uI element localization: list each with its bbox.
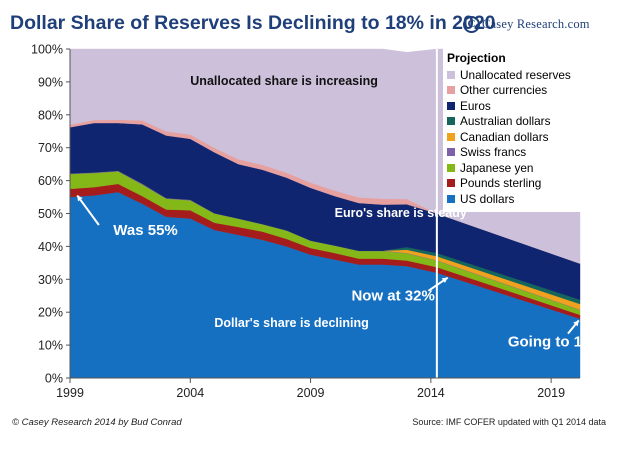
y-tick-label: 80% [38, 108, 63, 122]
legend-item: Unallocated reserves [447, 67, 585, 83]
legend-item: Pounds sterling [447, 176, 585, 192]
annotation-dollar: Dollar's share is declining [214, 316, 368, 330]
legend-swatch [447, 194, 455, 203]
arrow-now32 [427, 276, 449, 292]
legend-item: Japanese yen [447, 160, 585, 176]
legend-item: Canadian dollars [447, 129, 585, 145]
legend-swatch [447, 132, 455, 141]
y-tick-label: 100% [31, 43, 63, 57]
legend-swatch [447, 179, 455, 188]
legend-label: Other currencies [460, 83, 548, 98]
brand-logo: C Casey Research.com [463, 14, 590, 34]
x-tick-label: 2004 [176, 386, 204, 400]
brand-text: Casey Research.com [482, 16, 590, 31]
legend-label: Japanese yen [460, 160, 534, 175]
legend-title: Projection [447, 51, 506, 65]
y-tick-label: 20% [38, 306, 63, 320]
legend-swatch [447, 117, 455, 126]
legend-swatch [447, 163, 455, 172]
axes-layer: 0% 10% 20% 30% 40% 50% 60% 70% 80% 90% 100% 1999 200… [31, 43, 580, 400]
legend-item: Other currencies [447, 83, 585, 99]
legend-swatch [447, 148, 455, 157]
y-tick-label: 90% [38, 75, 63, 89]
y-tick-label: 30% [38, 273, 63, 287]
x-tick-label: 2019 [537, 386, 565, 400]
y-tick-label: 70% [38, 141, 63, 155]
legend-item: US dollars [447, 191, 585, 207]
legend-label: Australian dollars [460, 114, 551, 129]
brand-circle-icon: C [463, 15, 480, 33]
annotation-unallocated: Unallocated share is increasing [190, 74, 378, 88]
source-text: Source: IMF COFER updated with Q1 2014 d… [412, 417, 606, 427]
annotation-now32: Now at 32% [351, 288, 434, 305]
legend-swatch [447, 70, 455, 79]
legend: Projection Unallocated reserves Other cur… [443, 48, 585, 212]
legend-label: Euros [460, 98, 491, 113]
annotation-euro: Euro's share is steady [335, 206, 467, 220]
legend-item: Euros [447, 98, 585, 114]
arrow-was55 [76, 194, 100, 226]
chart-title: Dollar Share of Reserves Is Declining to… [10, 12, 496, 34]
legend-label: Unallocated reserves [460, 67, 571, 82]
x-tick-label: 2014 [417, 386, 445, 400]
y-tick-label: 10% [38, 339, 63, 353]
x-tick-label: 2009 [297, 386, 325, 400]
legend-item: Australian dollars [447, 114, 585, 130]
y-tick-label: 60% [38, 174, 63, 188]
annotation-layer: Unallocated share is increasing Euro's sh… [76, 74, 604, 351]
annotation-was55: Was 55% [113, 222, 177, 239]
legend-label: Pounds sterling [460, 176, 542, 191]
y-tick-label: 50% [38, 207, 63, 221]
credit-text: © Casey Research 2014 by Bud Conrad [12, 417, 182, 428]
annotation-going18: Going to 18% [508, 334, 604, 351]
legend-item: Swiss francs [447, 145, 585, 161]
legend-swatch [447, 86, 455, 95]
y-tick-label: 40% [38, 240, 63, 254]
legend-swatch [447, 101, 455, 110]
legend-label: Canadian dollars [460, 129, 549, 144]
arrow-going18 [567, 319, 580, 335]
legend-label: Swiss francs [460, 145, 527, 160]
y-tick-label: 0% [45, 372, 63, 386]
legend-label: US dollars [460, 191, 515, 206]
x-tick-label: 1999 [56, 386, 84, 400]
